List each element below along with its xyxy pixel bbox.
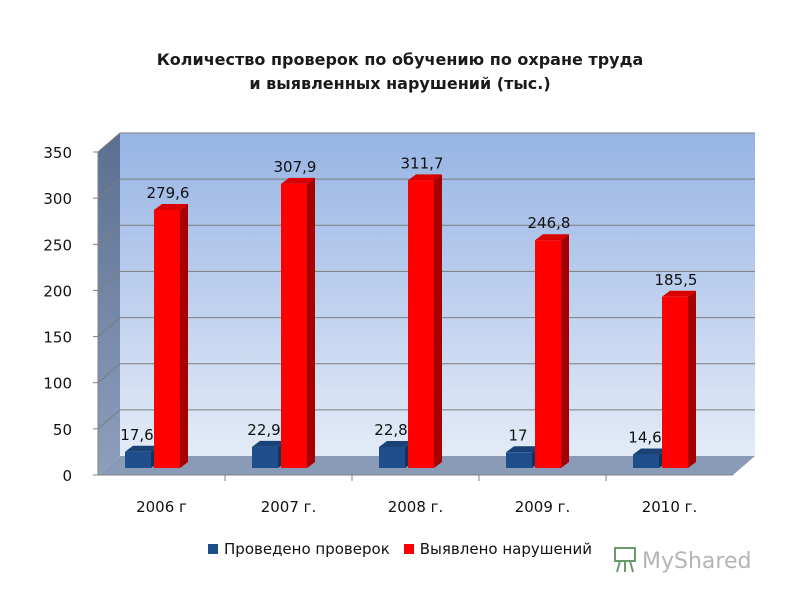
y-tick-label: 50 bbox=[53, 421, 72, 439]
data-label-violations: 311,7 bbox=[401, 154, 444, 172]
chart-title: Количество проверок по обучению по охран… bbox=[0, 48, 800, 96]
legend-item-checks: Проведено проверок bbox=[208, 540, 390, 558]
y-tick-label: 300 bbox=[43, 190, 72, 208]
bar-side bbox=[180, 203, 188, 468]
data-label-violations: 246,8 bbox=[528, 214, 571, 232]
bar-violations bbox=[408, 174, 442, 468]
chart-title-line-1: Количество проверок по обучению по охран… bbox=[156, 50, 644, 69]
bar-top bbox=[125, 445, 159, 452]
bar-top bbox=[379, 440, 413, 447]
y-tick-label: 100 bbox=[43, 375, 72, 393]
legend-item-violations: Выявлено нарушений bbox=[403, 540, 592, 558]
bar-front bbox=[535, 240, 561, 468]
bar-front bbox=[125, 451, 151, 468]
bar-front bbox=[154, 209, 180, 468]
y-tick-label: 150 bbox=[43, 329, 72, 347]
chart-title-line-2: и выявленных нарушений (тыс.) bbox=[249, 74, 551, 93]
x-tick-label: 2009 г. bbox=[515, 498, 571, 516]
gridline-side bbox=[97, 132, 121, 153]
y-tick-label: 250 bbox=[43, 236, 72, 254]
bar-violations bbox=[154, 203, 188, 468]
data-label-checks: 14,6 bbox=[628, 429, 661, 447]
gridline-side bbox=[97, 363, 121, 384]
bar-top bbox=[154, 203, 188, 210]
data-label-checks: 17 bbox=[508, 426, 527, 444]
gridline-side bbox=[97, 317, 121, 337]
svg-text:MyShared: MyShared bbox=[642, 549, 751, 574]
y-tick-label: 0 bbox=[62, 467, 72, 485]
bar-front bbox=[662, 296, 688, 468]
bar-top bbox=[662, 290, 696, 297]
x-tick-label: 2007 г. bbox=[261, 498, 317, 516]
side-wall bbox=[98, 133, 120, 475]
bar-front bbox=[379, 446, 405, 468]
bar-side bbox=[561, 234, 569, 468]
bar-front bbox=[633, 454, 659, 468]
y-tick-label: 200 bbox=[43, 282, 72, 300]
bar-front bbox=[281, 183, 307, 468]
bar-checks bbox=[506, 446, 540, 468]
data-label-violations: 279,6 bbox=[147, 184, 190, 202]
bar-top bbox=[633, 448, 667, 455]
bar-checks bbox=[379, 440, 413, 468]
bar-top bbox=[408, 174, 442, 181]
bar-checks bbox=[252, 440, 286, 468]
y-tick-label: 350 bbox=[43, 144, 72, 162]
bar-checks bbox=[125, 445, 159, 468]
myshared-logo: MyShared bbox=[614, 547, 751, 574]
bar-violations bbox=[535, 234, 569, 468]
bar-front bbox=[252, 446, 278, 468]
data-label-checks: 22,8 bbox=[374, 421, 407, 439]
x-tick-label: 2006 г bbox=[136, 498, 187, 516]
gridline-side bbox=[97, 271, 121, 291]
gridline-side bbox=[97, 224, 121, 245]
bar-front bbox=[506, 452, 532, 468]
x-tick-label: 2010 г. bbox=[642, 498, 698, 516]
bar-side bbox=[688, 290, 696, 468]
bar-front bbox=[408, 180, 434, 468]
legend: Проведено проверок Выявлено нарушений bbox=[0, 540, 800, 558]
bar-top bbox=[506, 446, 540, 453]
bar-violations bbox=[662, 290, 696, 468]
legend-swatch-checks bbox=[208, 544, 219, 554]
data-label-checks: 22,9 bbox=[247, 421, 280, 439]
bar-checks bbox=[633, 448, 667, 468]
legend-swatch-violations bbox=[403, 544, 414, 554]
bar-violations bbox=[281, 177, 315, 468]
bar-top bbox=[535, 234, 569, 241]
x-tick-label: 2008 г. bbox=[388, 498, 444, 516]
bar-side bbox=[307, 177, 315, 468]
gridline-side bbox=[97, 178, 121, 199]
gridline-side bbox=[97, 409, 121, 430]
data-label-violations: 185,5 bbox=[655, 271, 698, 289]
data-label-violations: 307,9 bbox=[274, 158, 317, 176]
legend-label-checks: Проведено проверок bbox=[224, 540, 390, 558]
bar-top bbox=[281, 177, 315, 184]
bar-side bbox=[434, 174, 442, 468]
bar-top bbox=[252, 440, 286, 447]
legend-label-violations: Выявлено нарушений bbox=[419, 540, 592, 558]
data-label-checks: 17,6 bbox=[120, 426, 153, 444]
